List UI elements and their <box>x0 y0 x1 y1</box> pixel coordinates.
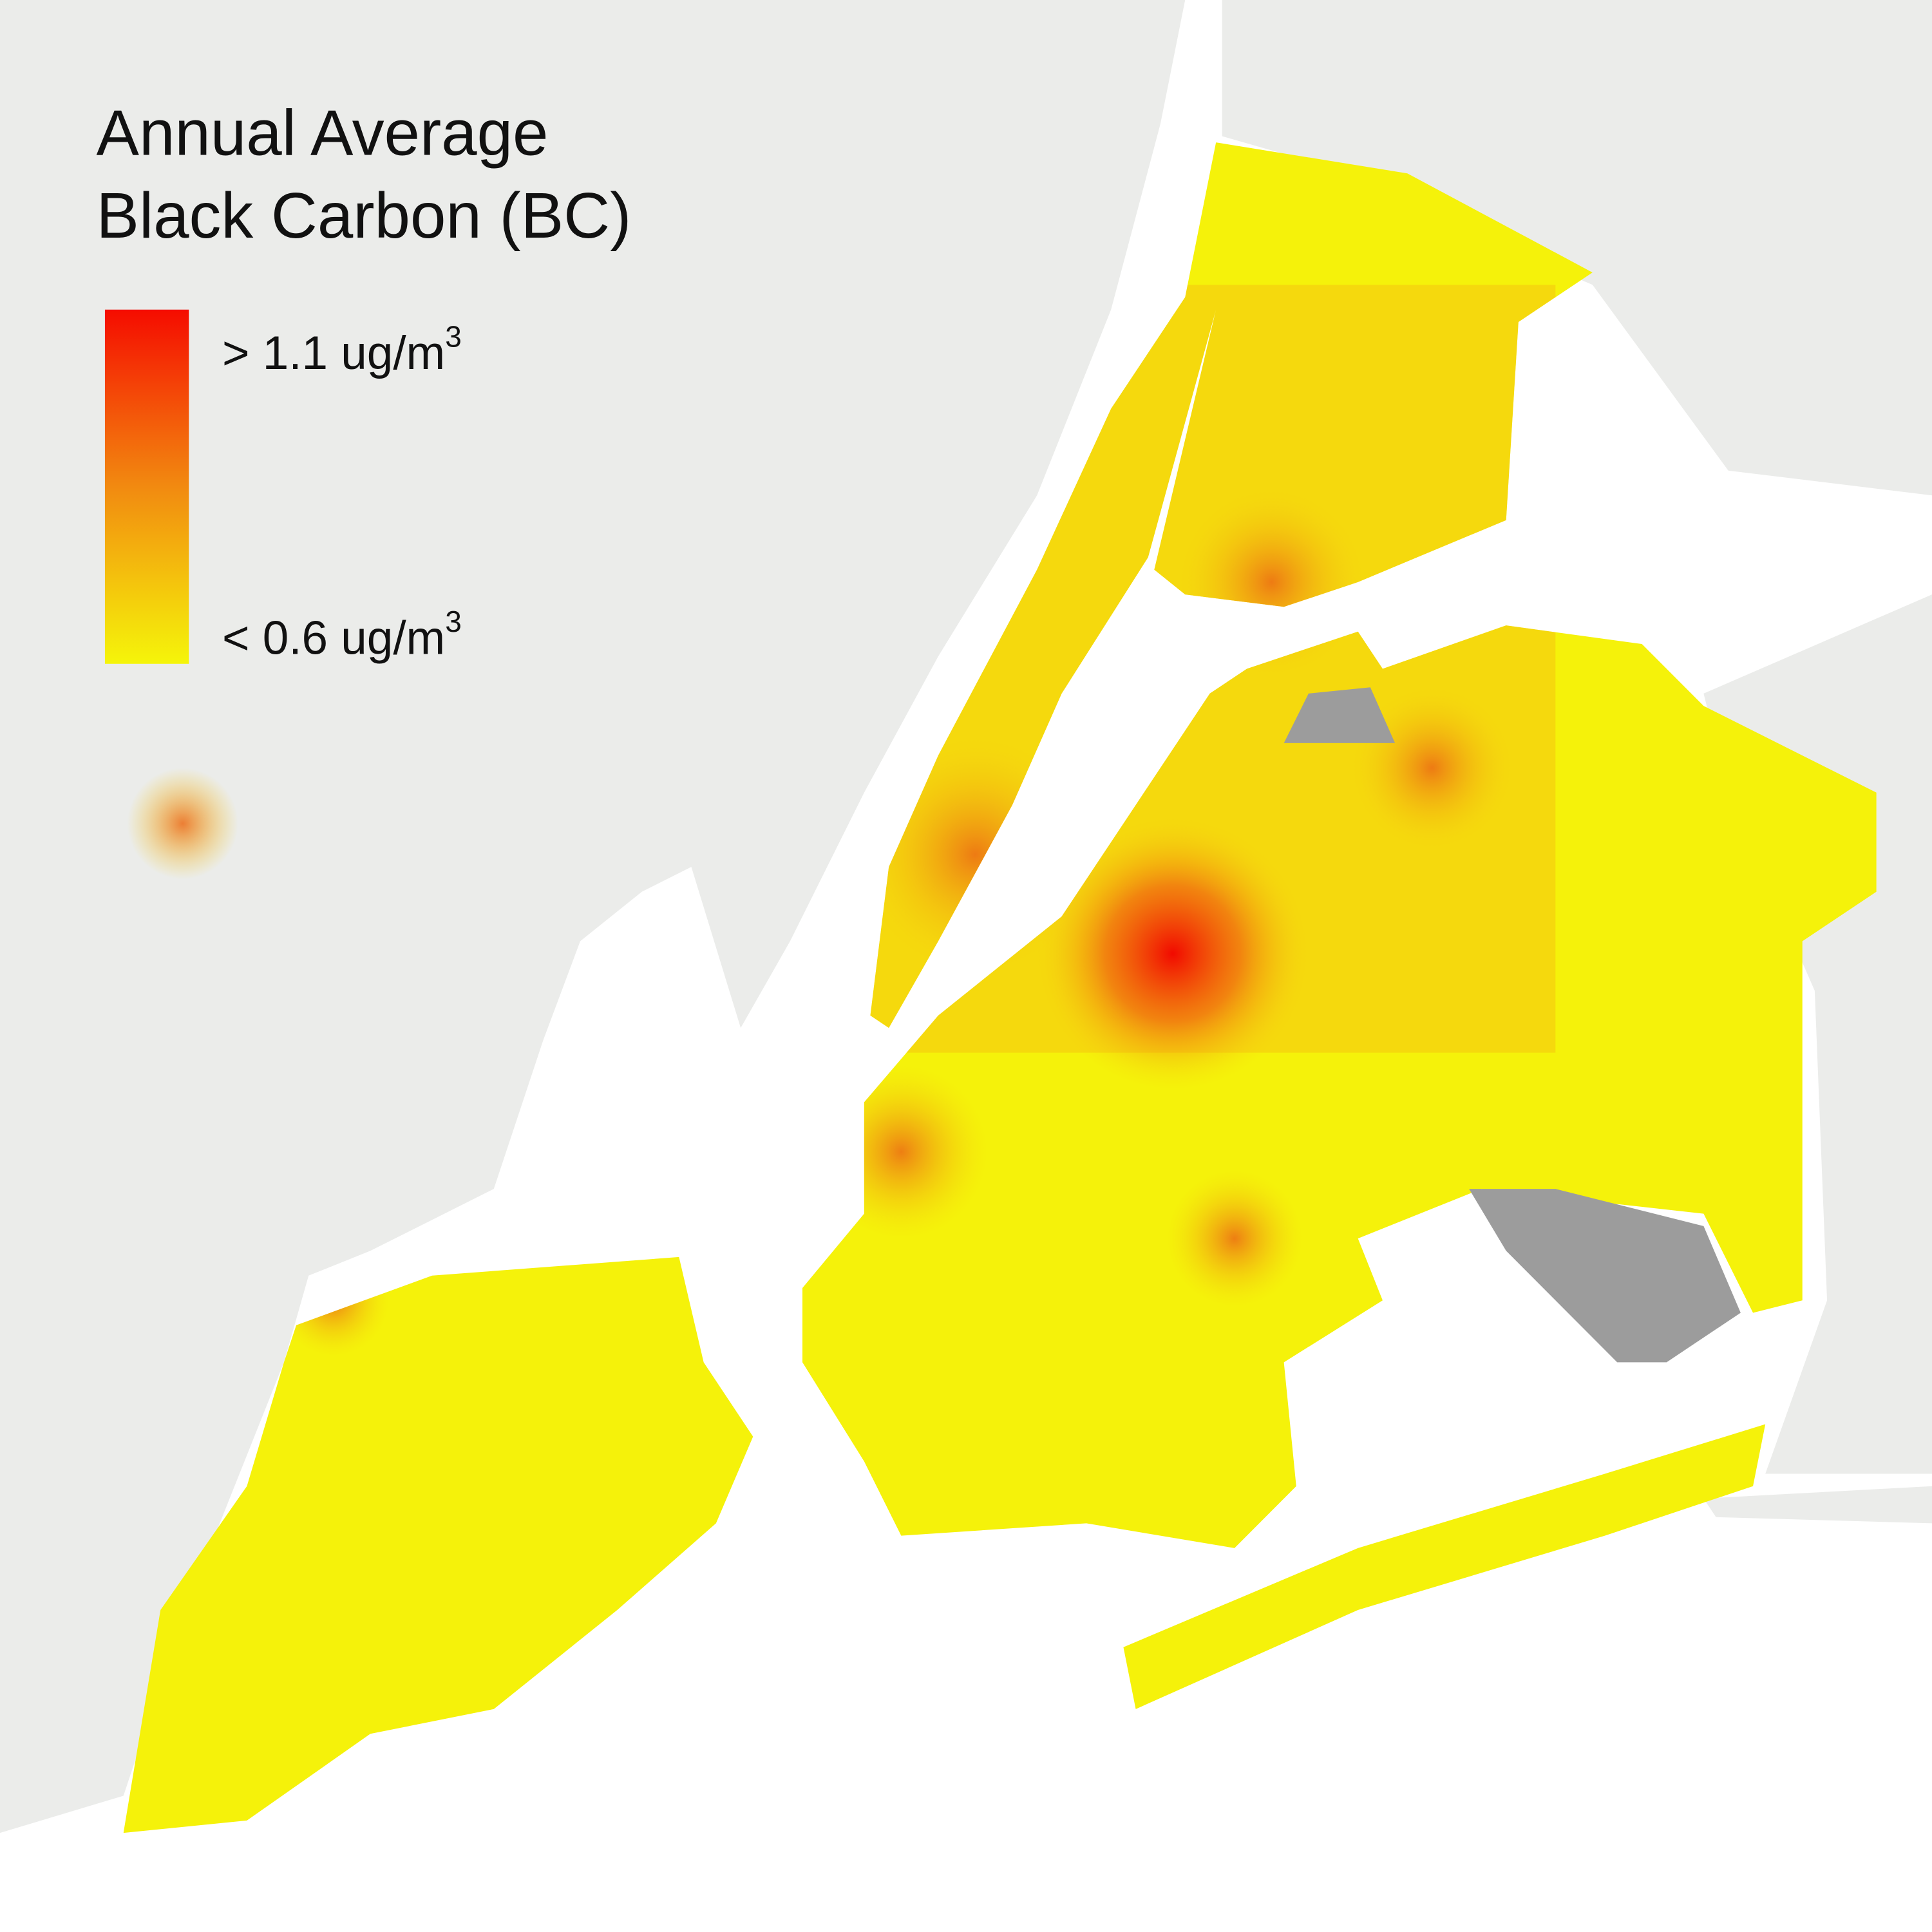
map-title: Annual Average <box>97 97 549 169</box>
rockaway <box>1123 1424 1766 1709</box>
legend-label: > 1.1 ug/m3 <box>222 319 462 379</box>
legend-text: < 0.6 ug/m <box>222 612 445 664</box>
legend-gradient <box>104 309 189 664</box>
map-title: Black Carbon (BC) <box>97 180 632 252</box>
legend-text: > 1.1 ug/m <box>222 327 445 379</box>
legend-superscript: 3 <box>445 319 462 353</box>
legend-label: < 0.6 ug/m3 <box>222 605 462 665</box>
legend-superscript: 3 <box>445 605 462 638</box>
staten-hotspot <box>127 768 238 880</box>
airports <box>1283 687 1741 1363</box>
